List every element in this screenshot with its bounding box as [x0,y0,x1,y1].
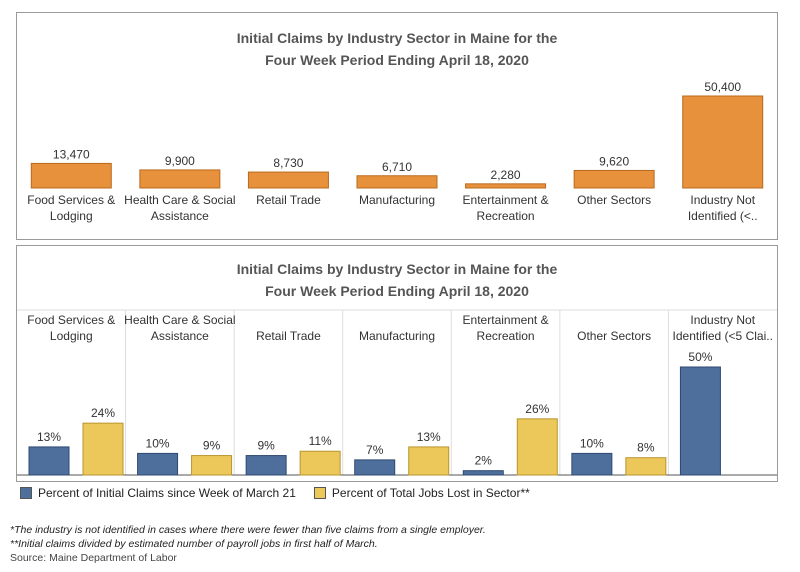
category-label: Identified (<.. [688,209,758,223]
category-label: Manufacturing [359,193,435,207]
category-label: Retail Trade [256,193,321,207]
legend-item-jobs-lost[interactable]: Percent of Total Jobs Lost in Sector** [313,486,530,500]
data-label: 10% [146,436,170,450]
chart1-title-line2: Four Week Period Ending April 18, 2020 [265,52,529,68]
category-label: Identified (<5 Clai.. [673,329,773,343]
footnotes: *The industry is not identified in cases… [10,523,486,565]
legend-item-claims[interactable]: Percent of Initial Claims since Week of … [20,486,296,500]
bar [137,452,179,476]
category-label: Entertainment & [463,193,549,207]
chart2-title-line2: Four Week Period Ending April 18, 2020 [265,283,529,299]
data-label: 13% [417,430,441,444]
bar [28,446,70,476]
category-label: Manufacturing [359,329,435,343]
bar [245,455,287,476]
bar [462,470,504,476]
bar [516,418,558,476]
category-label: Recreation [477,209,535,223]
bar [354,459,396,476]
bar [573,169,655,189]
category-label: Lodging [50,209,93,223]
category-label: Health Care & Social [124,193,235,207]
chart2-title-line1: Initial Claims by Industry Sector in Mai… [236,261,558,277]
bar [247,171,329,189]
bar [139,169,221,189]
footnote-1: *The industry is not identified in cases… [10,524,486,536]
data-label: 9% [257,439,275,453]
category-label: Food Services & [27,313,115,327]
data-label: 9,900 [165,154,195,168]
data-label: 8% [637,441,655,455]
data-label: 10% [580,436,604,450]
category-label: Other Sectors [577,329,651,343]
chart2-legend: Percent of Initial Claims since Week of … [20,486,530,500]
category-label: Assistance [151,329,209,343]
data-label: 50,400 [704,80,741,94]
chart1-title-line1: Initial Claims by Industry Sector in Mai… [236,30,558,46]
chart-panel-percent: Initial Claims by Industry Sector in Mai… [16,245,778,482]
legend-label-claims: Percent of Initial Claims since Week of … [38,486,296,500]
bar [30,162,112,189]
data-label: 2,280 [491,168,521,182]
category-label: Industry Not [690,313,755,327]
data-label: 24% [91,406,115,420]
data-label: 13% [37,430,61,444]
bar [408,446,450,476]
category-label: Lodging [50,329,93,343]
category-label: Assistance [151,209,209,223]
data-label: 2% [475,454,493,468]
bar [465,183,547,189]
data-label: 9% [203,439,221,453]
category-label: Health Care & Social [124,313,235,327]
bar [191,455,233,476]
bar [356,175,438,189]
chart-panel-claims: Initial Claims by Industry Sector in Mai… [16,12,778,240]
bar [571,452,613,476]
source-note: Source: Maine Department of Labor [10,552,177,564]
category-label: Industry Not [690,193,755,207]
chart1-plot: 13,470 Food Services & Lodging 9,900 Health … [27,80,764,223]
legend-swatch-blue [20,487,32,499]
bar [82,422,124,476]
category-label: Entertainment & [463,313,549,327]
data-label: 26% [525,402,549,416]
category-label: Recreation [477,329,535,343]
category-label: Other Sectors [577,193,651,207]
category-label: Food Services & [27,193,115,207]
data-label: 8,730 [273,156,303,170]
data-label: 13,470 [53,147,90,161]
data-label: 6,710 [382,160,412,174]
data-label: 7% [366,443,384,457]
chart2-plot: Food Services & Lodging 13% 24% Health Care … [17,309,777,476]
bar [682,95,764,189]
bar [625,457,667,476]
data-label: 50% [688,350,712,364]
footnote-2: **Initial claims divided by estimated nu… [10,538,378,550]
bar [299,450,341,476]
legend-swatch-yellow [313,487,326,499]
category-label: Retail Trade [256,329,321,343]
data-label: 11% [309,434,332,448]
legend-label-jobs-lost: Percent of Total Jobs Lost in Sector** [331,486,530,500]
bar [679,366,721,476]
data-label: 9,620 [599,154,629,168]
